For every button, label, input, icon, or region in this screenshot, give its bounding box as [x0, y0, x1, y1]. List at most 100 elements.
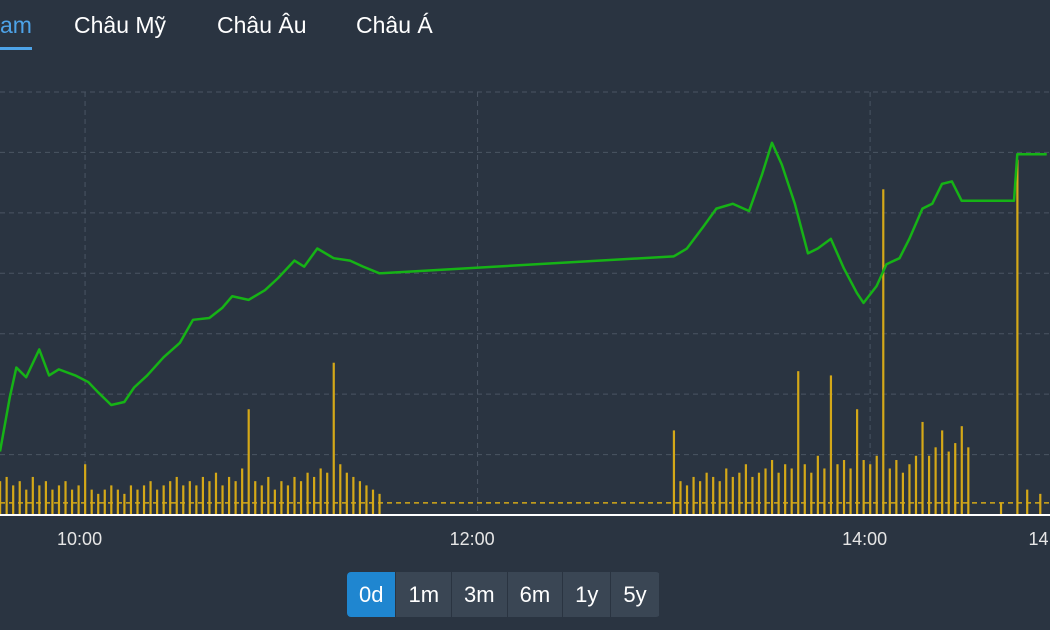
- volume-bar: [149, 481, 152, 515]
- volume-bar: [810, 472, 813, 515]
- volume-bar: [267, 476, 270, 515]
- volume-bar: [699, 481, 702, 515]
- volume-bar: [182, 485, 185, 515]
- volume-bar: [195, 485, 198, 515]
- x-tick-label: 14: [1029, 529, 1049, 549]
- volume-bar: [273, 489, 276, 515]
- volume-bar: [162, 485, 165, 515]
- volume-bar: [862, 460, 865, 515]
- volume-bar: [934, 447, 937, 515]
- volume-bar: [77, 485, 80, 515]
- volume-bar: [156, 489, 159, 515]
- volume-bar: [954, 443, 957, 515]
- volume-bar: [326, 472, 329, 515]
- volume-bar: [1039, 493, 1042, 515]
- volume-bar: [1016, 159, 1019, 515]
- volume-bar: [849, 468, 852, 515]
- range-button[interactable]: 1y: [563, 572, 612, 617]
- volume-bar: [254, 481, 257, 515]
- volume-bar: [770, 460, 774, 515]
- volume-bar: [875, 455, 878, 515]
- volume-bar: [38, 485, 41, 515]
- volume-bar: [816, 455, 819, 515]
- volume-bar: [784, 464, 787, 515]
- volume-bar: [842, 460, 846, 515]
- volume-bar: [221, 485, 224, 515]
- volume-bar: [358, 481, 362, 515]
- volume-bar: [116, 489, 119, 515]
- volume-bar: [823, 468, 826, 515]
- volume-bar: [247, 409, 250, 515]
- volume-bar: [738, 472, 741, 515]
- volume-bar: [679, 481, 682, 515]
- x-tick-label: 12:00: [450, 529, 495, 549]
- x-tick-label: 14:00: [842, 529, 887, 549]
- volume-bar: [869, 464, 872, 515]
- volume-bar: [797, 371, 800, 515]
- volume-bar: [352, 476, 355, 515]
- range-button[interactable]: 3m: [452, 572, 508, 617]
- volume-bar: [110, 485, 113, 515]
- range-button[interactable]: 1m: [396, 572, 453, 617]
- volume-bar: [142, 485, 146, 515]
- volume-bar: [0, 481, 2, 515]
- volume-bar: [777, 472, 780, 515]
- volume-bar: [685, 485, 689, 515]
- region-tab[interactable]: Châu Mỹ: [74, 12, 167, 38]
- volume-bar: [227, 476, 231, 515]
- volume-bar: [371, 489, 375, 515]
- volume-bar: [286, 485, 290, 515]
- volume-bar: [895, 460, 898, 515]
- volume-bar: [306, 472, 309, 515]
- volume-bar: [31, 476, 34, 515]
- volume-bar: [725, 468, 728, 515]
- volume-bar: [1026, 489, 1029, 515]
- volume-bar: [378, 493, 381, 515]
- volume-bar: [718, 481, 721, 515]
- volume-bar: [123, 493, 126, 515]
- volume-bar: [175, 476, 178, 515]
- volume-bar: [901, 472, 905, 515]
- volume-bar: [999, 502, 1003, 515]
- volume-bar: [914, 455, 918, 515]
- volume-bar: [234, 481, 237, 515]
- volume-bar: [97, 493, 100, 515]
- volume-bar: [319, 468, 322, 515]
- volume-bar: [44, 481, 47, 515]
- volume-bar: [188, 481, 191, 515]
- volume-bar: [941, 430, 944, 515]
- volume-bar: [5, 476, 8, 515]
- range-buttons: 0d 1m 3m 6m 1y 5y: [347, 572, 660, 617]
- volume-bar: [339, 464, 342, 515]
- volume-bar: [764, 468, 767, 515]
- region-tab[interactable]: Châu Âu: [217, 12, 307, 38]
- volume-bar: [201, 476, 205, 515]
- region-tab[interactable]: am: [0, 12, 32, 50]
- volume-bar: [332, 362, 335, 515]
- volume-bar: [790, 468, 793, 515]
- volume-bar: [856, 409, 859, 515]
- volume-bar: [947, 451, 950, 515]
- volume-bar: [280, 481, 283, 515]
- volume-bar: [12, 485, 15, 515]
- volume-bar: [208, 481, 211, 515]
- volume-bar: [345, 472, 348, 515]
- range-button[interactable]: 6m: [507, 572, 564, 617]
- volume-bar: [18, 481, 21, 515]
- volume-bar: [169, 481, 172, 515]
- volume-bar: [365, 485, 368, 515]
- range-button[interactable]: 5y: [611, 572, 660, 617]
- volume-bar: [927, 455, 931, 515]
- region-tab[interactable]: Châu Á: [356, 12, 433, 38]
- volume-bar: [908, 464, 911, 515]
- volume-bar: [829, 375, 833, 515]
- volume-bar: [882, 189, 885, 516]
- volume-bar: [299, 481, 303, 515]
- x-tick-label: 10:00: [57, 529, 102, 549]
- volume-bar: [836, 464, 839, 515]
- volume-bar: [51, 489, 54, 515]
- range-button[interactable]: 0d: [347, 572, 397, 617]
- volume-bar: [967, 447, 970, 515]
